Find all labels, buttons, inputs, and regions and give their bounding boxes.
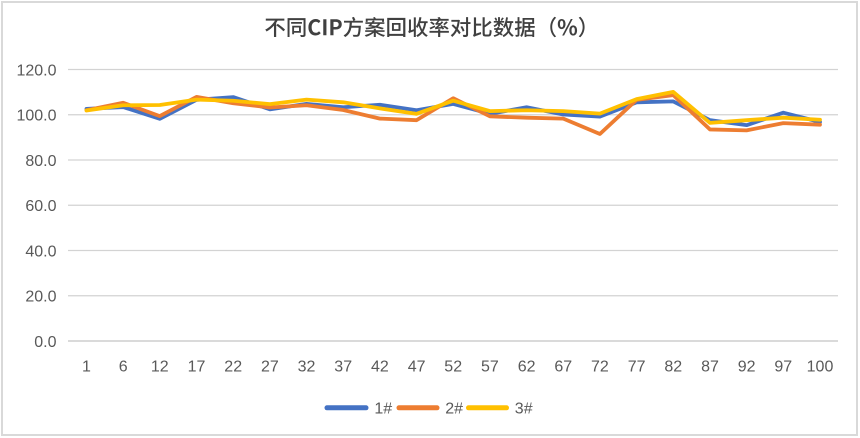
svg-text:60.0: 60.0 — [25, 198, 56, 215]
svg-text:100.0: 100.0 — [16, 108, 56, 125]
svg-text:100: 100 — [807, 359, 834, 376]
svg-text:20.0: 20.0 — [25, 289, 56, 306]
svg-text:72: 72 — [591, 359, 609, 376]
svg-text:87: 87 — [701, 359, 719, 376]
svg-text:0.0: 0.0 — [34, 334, 56, 351]
svg-text:52: 52 — [444, 359, 462, 376]
svg-text:82: 82 — [664, 359, 682, 376]
svg-text:3#: 3# — [515, 400, 533, 417]
svg-text:37: 37 — [334, 359, 352, 376]
svg-text:12: 12 — [151, 359, 169, 376]
svg-text:22: 22 — [224, 359, 242, 376]
svg-text:77: 77 — [628, 359, 646, 376]
svg-text:97: 97 — [774, 359, 792, 376]
svg-text:27: 27 — [261, 359, 279, 376]
svg-text:17: 17 — [188, 359, 206, 376]
svg-text:47: 47 — [408, 359, 426, 376]
svg-text:57: 57 — [481, 359, 499, 376]
svg-text:2#: 2# — [445, 400, 463, 417]
svg-text:120.0: 120.0 — [16, 62, 56, 79]
svg-text:40.0: 40.0 — [25, 243, 56, 260]
svg-text:32: 32 — [298, 359, 316, 376]
svg-text:1#: 1# — [374, 400, 392, 417]
svg-text:92: 92 — [738, 359, 756, 376]
svg-text:62: 62 — [518, 359, 536, 376]
svg-text:6: 6 — [119, 359, 128, 376]
svg-text:42: 42 — [371, 359, 389, 376]
svg-text:1: 1 — [82, 359, 91, 376]
svg-text:67: 67 — [554, 359, 572, 376]
svg-text:80.0: 80.0 — [25, 153, 56, 170]
